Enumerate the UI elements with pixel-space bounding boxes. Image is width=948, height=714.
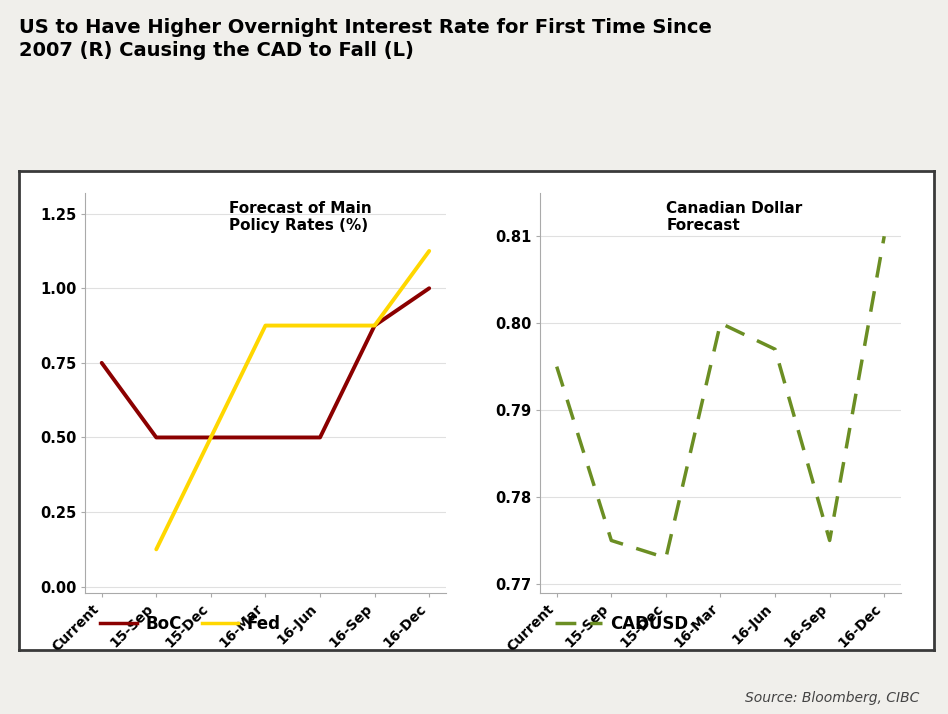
Legend: CADUSD: CADUSD	[549, 608, 695, 639]
Legend: BoC, Fed: BoC, Fed	[94, 608, 287, 639]
Text: Source: Bloomberg, CIBC: Source: Bloomberg, CIBC	[745, 691, 920, 705]
Text: Canadian Dollar
Forecast: Canadian Dollar Forecast	[666, 201, 803, 233]
Text: US to Have Higher Overnight Interest Rate for First Time Since
2007 (R) Causing : US to Have Higher Overnight Interest Rat…	[19, 18, 712, 61]
Text: Forecast of Main
Policy Rates (%): Forecast of Main Policy Rates (%)	[229, 201, 373, 233]
